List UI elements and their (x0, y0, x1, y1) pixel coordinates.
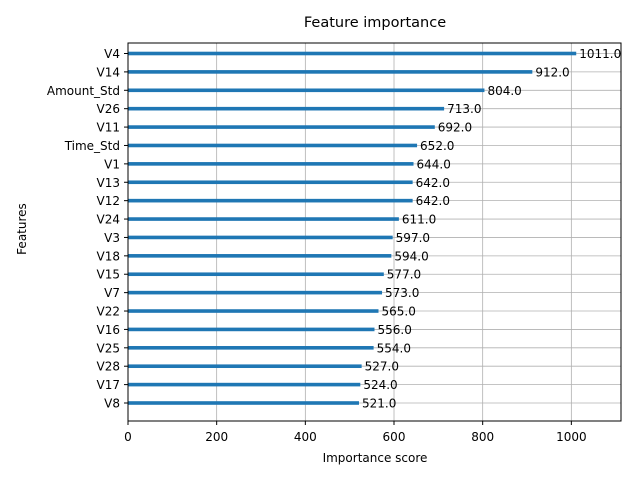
y-tick-label: V12 (97, 194, 120, 208)
bar (128, 290, 383, 295)
bar (128, 272, 384, 277)
bar (128, 70, 533, 74)
y-tick-label: V11 (97, 121, 120, 135)
y-tick-label: V14 (97, 65, 120, 79)
data-label: 642.0 (416, 176, 450, 190)
bar (128, 125, 435, 129)
x-tick-label: 200 (205, 430, 228, 444)
y-tick-label: V3 (104, 231, 120, 245)
y-tick-label: V25 (97, 341, 120, 355)
y-tick-label: V4 (104, 47, 120, 61)
bar (128, 51, 577, 56)
y-tick-label: V18 (97, 249, 120, 263)
bar (128, 327, 375, 332)
y-tick-label: V22 (97, 305, 120, 319)
data-label: 594.0 (394, 249, 428, 263)
y-axis-label: Features (15, 203, 29, 255)
y-tick-label: V1 (104, 157, 120, 171)
y-tick-label: V16 (97, 323, 120, 337)
data-label: 644.0 (417, 157, 451, 171)
y-tick-label: V7 (104, 286, 120, 300)
y-tick-label: Amount_Std (47, 84, 120, 98)
bar (128, 309, 379, 313)
data-label: 524.0 (363, 378, 397, 392)
y-tick-label: V17 (97, 378, 120, 392)
data-label: 1011.0 (579, 47, 621, 61)
chart-title: Feature importance (304, 15, 446, 31)
data-label: 554.0 (377, 341, 411, 355)
data-label: 577.0 (387, 268, 421, 282)
bars (128, 51, 577, 405)
value-labels: 1011.0 912.0 804.0 713.0 692.0 652.0 644.0 642.… (362, 47, 621, 411)
data-label: 565.0 (381, 305, 415, 319)
data-label: 556.0 (378, 323, 412, 337)
y-tick-label: V24 (97, 213, 120, 227)
plot-frame (127, 42, 622, 422)
data-label: 652.0 (420, 139, 454, 153)
bar (128, 382, 361, 387)
x-tick-label: 1000 (556, 430, 587, 444)
bar (128, 217, 399, 221)
y-tick-label: V28 (97, 360, 120, 374)
bar (128, 346, 374, 350)
data-label: 804.0 (487, 84, 521, 98)
bar (128, 162, 414, 166)
y-tick-label: V15 (97, 268, 120, 282)
bar (128, 401, 359, 405)
x-tick-label: 600 (383, 430, 406, 444)
y-tick-label: Time_Std (64, 139, 120, 153)
x-tick-label: 800 (471, 430, 494, 444)
x-tick-label: 0 (124, 430, 132, 444)
bar (128, 198, 413, 203)
bar (128, 235, 393, 240)
data-label: 692.0 (438, 121, 472, 135)
bar (128, 88, 485, 93)
data-label: 642.0 (416, 194, 450, 208)
x-tick-label: 400 (294, 430, 317, 444)
y-tick-label: V26 (97, 102, 120, 116)
bar (128, 364, 362, 369)
bar (128, 254, 392, 258)
data-label: 521.0 (362, 397, 396, 411)
axis-ticks: 0 200 400 600 800 1000 V4 V14 Amount_Std V26 V11 Ti… (47, 47, 587, 444)
data-label: 713.0 (447, 102, 481, 116)
bar (128, 143, 418, 148)
data-label: 573.0 (385, 286, 419, 300)
bar (128, 106, 445, 111)
data-label: 527.0 (365, 360, 399, 374)
y-tick-label: V8 (104, 397, 120, 411)
data-label: 611.0 (402, 213, 436, 227)
data-label: 597.0 (396, 231, 430, 245)
bar (128, 180, 413, 185)
x-axis-label: Importance score (323, 451, 428, 465)
y-tick-label: V13 (97, 176, 120, 190)
data-label: 912.0 (535, 65, 569, 79)
